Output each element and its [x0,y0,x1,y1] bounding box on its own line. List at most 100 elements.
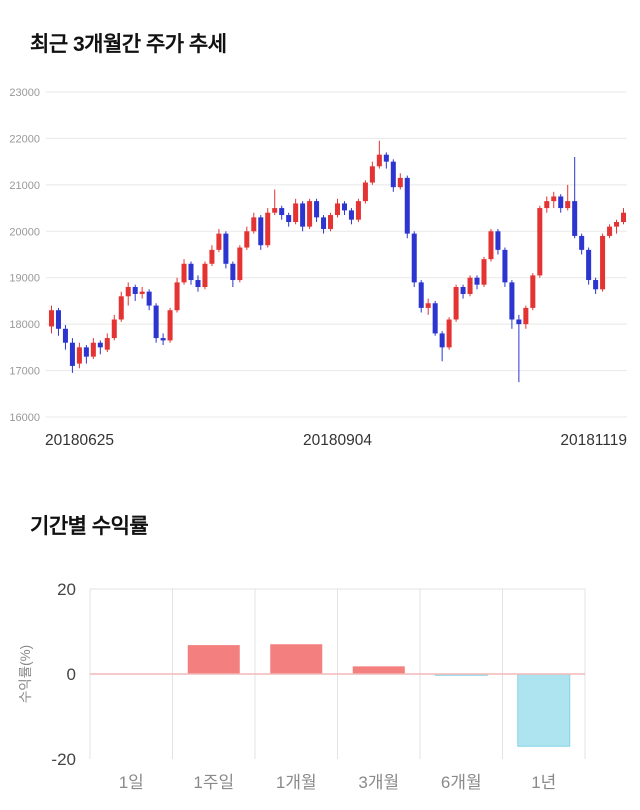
candle-body [293,203,299,222]
candle-body [537,208,543,276]
y-axis-title: 수익률(%) [18,645,33,703]
return-bar [517,673,571,747]
candle-body [376,154,382,167]
candle-body [481,259,487,285]
candle-body [195,280,201,287]
candle-body [579,235,585,250]
category-label: 1개월 [276,773,317,792]
candle-body [160,338,166,341]
candle-body [139,291,145,294]
candle-body [90,342,96,357]
candle-body [272,208,278,213]
candle-body [488,231,494,260]
candle-body [237,247,243,281]
y-tick-label: 16000 [9,412,40,424]
candle-body [279,208,285,216]
candle-body [474,277,480,285]
candle-body [390,161,396,188]
candle-body [502,249,508,283]
candle-body [104,338,110,350]
candle-body [467,277,473,294]
y-tick-label: 20000 [9,226,40,238]
candle-body [530,275,536,308]
return-bar [187,645,240,674]
candle-body [314,201,320,218]
candle-body [230,263,236,281]
y-tick-label: 21000 [9,180,40,192]
candle-body [307,201,313,227]
candle-body [355,201,361,220]
candle-body [397,177,403,188]
category-label: 1년 [531,773,556,792]
candle-body [586,249,592,281]
returns-chart: 20 0 -20 수익률(%) 1일 1주일 1개월 3개월 6개월 1년 [18,580,586,792]
candle-body [188,263,194,281]
candle-body [495,231,501,250]
candle-body [544,201,550,209]
candle-body [607,226,613,236]
category-label: 6개월 [441,773,482,792]
price-chart-title: 최근 3개월간 주가 추세 [30,33,227,56]
candle-body [614,222,620,227]
candle-body [558,196,564,209]
candle-body [118,296,124,320]
candle-body [286,215,292,222]
candle-body [97,342,103,348]
y-tick-label: 23000 [9,87,40,99]
candle-body [153,305,159,339]
candle-body [244,231,250,248]
candle-body [167,310,173,341]
category-label: 3개월 [358,773,399,792]
candle-body [341,203,347,211]
candle-body [369,166,375,183]
candle-body [404,177,410,234]
candle-body [202,263,208,287]
candle-body [446,319,452,348]
x-axis-label: 20180625 [45,432,114,449]
y-tick-label: 0 [67,665,76,684]
candle-body [418,282,424,308]
candle-body [439,333,445,348]
returns-chart-container: 20 0 -20 수익률(%) 1일 1주일 1개월 3개월 6개월 1년 [0,574,640,802]
candle-body [425,303,431,308]
candle-body [411,233,417,283]
candle-body [132,287,138,294]
y-tick-label: -20 [51,750,76,769]
candle-body [600,235,606,290]
candle-body [460,287,466,294]
candle-body [55,310,61,329]
candle-body [83,347,89,357]
candle-body [572,201,578,236]
candle-body [300,203,306,227]
candle-body [174,282,180,311]
candle-body [265,212,271,246]
y-tick-label: 20 [57,580,76,599]
candle-body [223,233,229,264]
return-bar [352,666,405,674]
y-tick-label: 19000 [9,273,40,285]
candle-body [181,263,187,283]
y-tick-label: 22000 [9,133,40,145]
price-chart-container: 16000 17000 18000 19000 20000 21000 22000 23000… [0,82,640,454]
candle-body [362,182,368,202]
candle-body [48,310,54,327]
candle-body [621,212,627,222]
candle-body [348,210,354,220]
x-axis-label: 20181119 [560,432,627,449]
category-label: 1일 [119,773,144,792]
candle-body [76,347,82,364]
candle-body [328,215,334,229]
candle-body [383,154,389,162]
candle-body [523,307,529,325]
candle-body [516,319,522,325]
candle-body [69,342,75,366]
candle-body [125,287,131,297]
candle-body [551,196,557,202]
candle-body [258,217,264,246]
x-axis-label: 20180904 [303,432,372,449]
candle-body [321,217,327,229]
price-chart: 16000 17000 18000 19000 20000 21000 22000 23000… [9,87,627,449]
y-tick-label: 18000 [9,319,40,331]
candle-body [593,280,599,290]
candle-body [209,249,215,264]
